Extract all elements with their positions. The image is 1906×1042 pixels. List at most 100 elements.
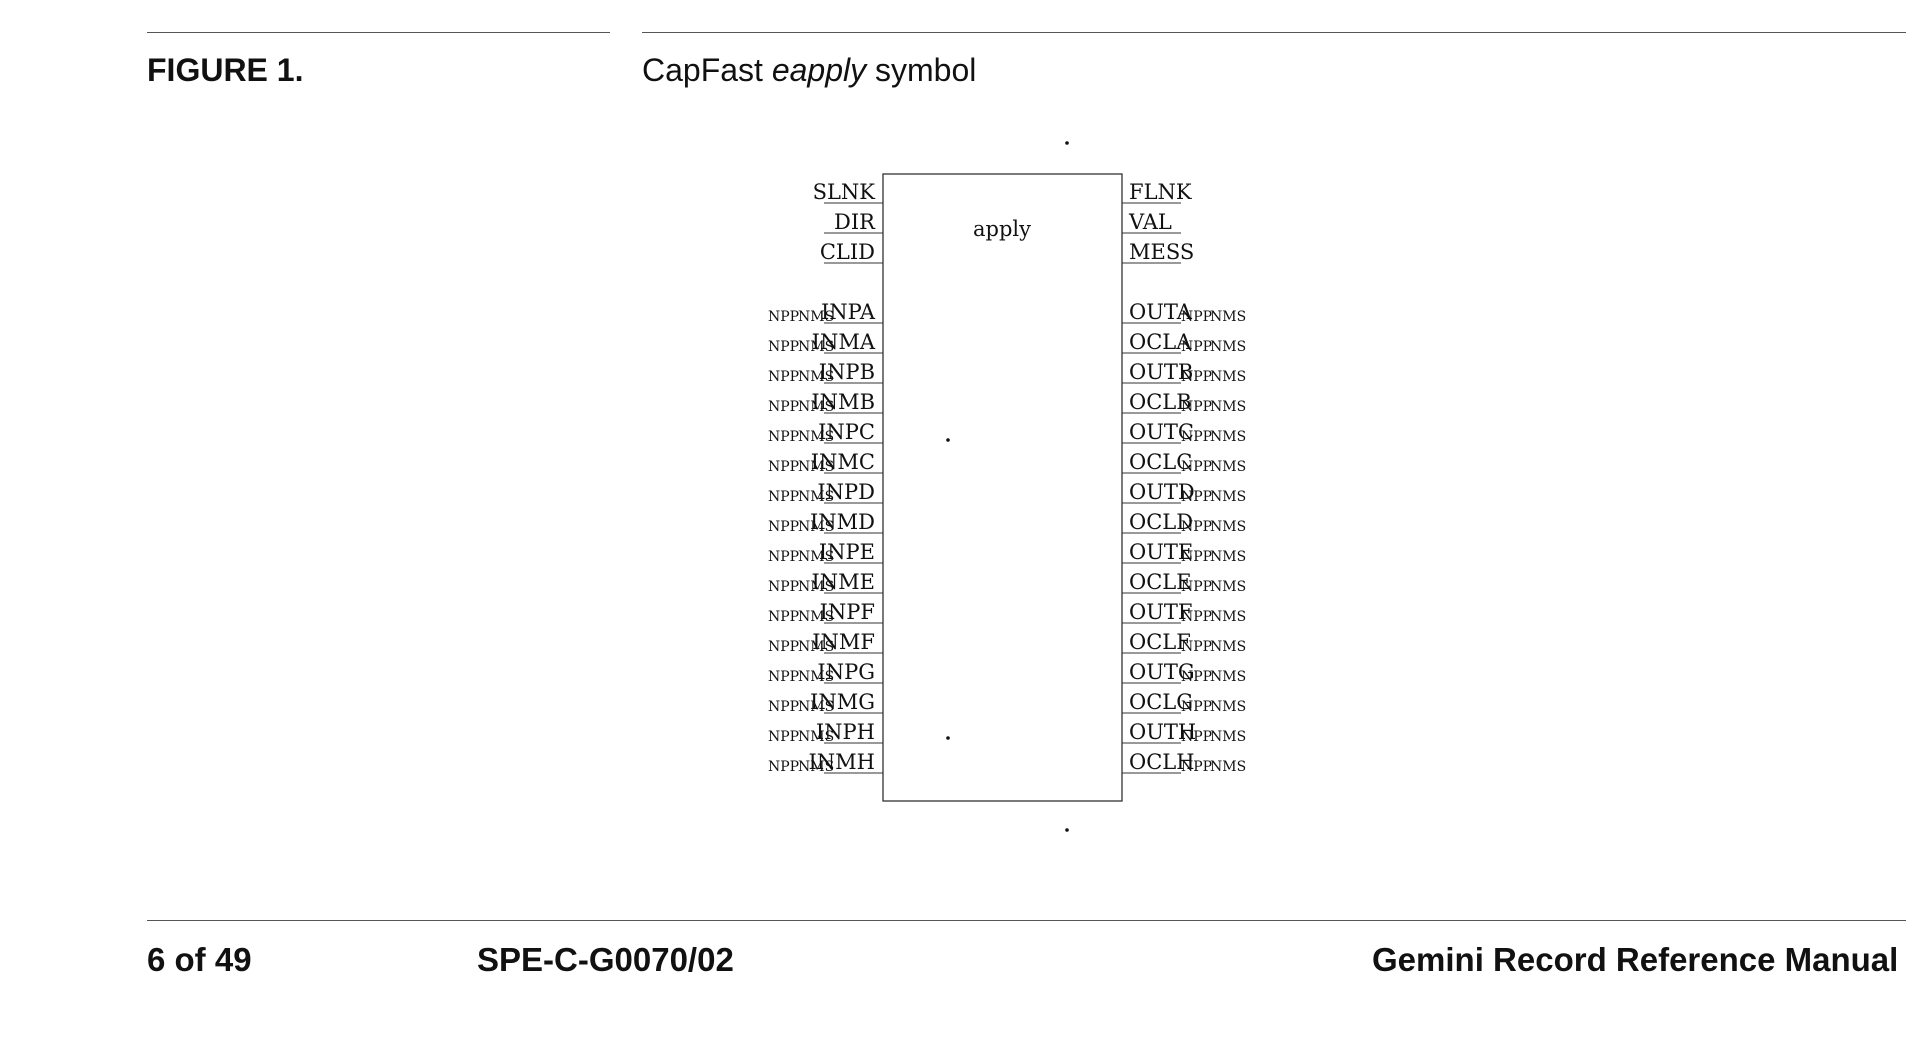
link-attr-nms: NMS xyxy=(1210,699,1246,715)
port-group: SLNKDIRCLIDFLNKVALMESSINPANPPNMSINMANPPN… xyxy=(768,180,1246,775)
link-attr-nms: NMS xyxy=(798,459,834,475)
link-attr-nms: NMS xyxy=(798,669,834,685)
caption-emphasis: eapply xyxy=(771,52,867,88)
symbol-name: apply xyxy=(973,217,1031,241)
manual-title: Gemini Record Reference Manual xyxy=(1372,941,1899,978)
port-label-inme: INME xyxy=(811,570,875,594)
link-attr-npp: NPP xyxy=(1181,609,1212,625)
port-label-outa: OUTA xyxy=(1129,300,1193,324)
link-attr-nms: NMS xyxy=(1210,339,1246,355)
document-id: SPE-C-G0070/02 xyxy=(477,941,734,978)
port-label-inpg: INPG xyxy=(817,660,875,684)
link-attr-nms: NMS xyxy=(798,339,834,355)
port-label-val: VAL xyxy=(1128,210,1172,234)
link-attr-npp: NPP xyxy=(768,519,799,535)
link-attr-nms: NMS xyxy=(1210,309,1246,325)
link-attr-nms: NMS xyxy=(798,729,834,745)
link-attr-nms: NMS xyxy=(1210,609,1246,625)
link-attr-npp: NPP xyxy=(1181,519,1212,535)
link-attr-nms: NMS xyxy=(1210,489,1246,505)
link-attr-nms: NMS xyxy=(798,309,834,325)
link-attr-nms: NMS xyxy=(798,429,834,445)
link-attr-npp: NPP xyxy=(768,399,799,415)
link-attr-nms: NMS xyxy=(1210,519,1246,535)
link-attr-npp: NPP xyxy=(1181,699,1212,715)
link-attr-nms: NMS xyxy=(798,609,834,625)
link-attr-npp: NPP xyxy=(768,339,799,355)
port-label-inmc: INMC xyxy=(811,450,875,474)
port-label-outh: OUTH xyxy=(1129,720,1196,744)
port-label-outg: OUTG xyxy=(1129,660,1195,684)
link-attr-npp: NPP xyxy=(768,549,799,565)
anchor-dot xyxy=(946,736,950,740)
port-label-oclb: OCLB xyxy=(1129,390,1192,414)
link-attr-npp: NPP xyxy=(1181,639,1212,655)
port-label-inma: INMA xyxy=(812,330,876,354)
port-label-oclc: OCLC xyxy=(1129,450,1192,474)
link-attr-nms: NMS xyxy=(798,579,834,595)
port-label-inmd: INMD xyxy=(810,510,875,534)
port-label-ocld: OCLD xyxy=(1129,510,1193,534)
port-label-oclf: OCLF xyxy=(1129,630,1191,654)
port-label-ocla: OCLA xyxy=(1129,330,1192,354)
port-label-flnk: FLNK xyxy=(1129,180,1192,204)
link-attr-nms: NMS xyxy=(798,699,834,715)
link-attr-nms: NMS xyxy=(798,549,834,565)
port-label-ocle: OCLE xyxy=(1129,570,1192,594)
port-label-dir: DIR xyxy=(834,210,876,234)
port-label-inmf: INMF xyxy=(812,630,875,654)
anchor-dot xyxy=(1065,141,1069,145)
port-label-inpc: INPC xyxy=(818,420,875,444)
port-label-outf: OUTF xyxy=(1129,600,1193,624)
link-attr-nms: NMS xyxy=(1210,549,1246,565)
port-label-inmh: INMH xyxy=(809,750,876,774)
link-attr-npp: NPP xyxy=(768,309,799,325)
link-attr-nms: NMS xyxy=(1210,429,1246,445)
port-label-slnk: SLNK xyxy=(813,180,876,204)
link-attr-npp: NPP xyxy=(768,609,799,625)
port-label-inmb: INMB xyxy=(811,390,875,414)
link-attr-npp: NPP xyxy=(768,639,799,655)
link-attr-nms: NMS xyxy=(1210,669,1246,685)
link-attr-npp: NPP xyxy=(1181,429,1212,445)
link-attr-npp: NPP xyxy=(1181,579,1212,595)
figure-label: FIGURE 1. xyxy=(147,52,304,88)
port-label-clid: CLID xyxy=(820,240,875,264)
link-attr-npp: NPP xyxy=(1181,339,1212,355)
link-attr-nms: NMS xyxy=(798,489,834,505)
port-label-inpa: INPA xyxy=(821,300,876,324)
link-attr-nms: NMS xyxy=(798,519,834,535)
link-attr-nms: NMS xyxy=(1210,759,1246,775)
link-attr-npp: NPP xyxy=(1181,549,1212,565)
link-attr-nms: NMS xyxy=(798,759,834,775)
link-attr-npp: NPP xyxy=(768,729,799,745)
link-attr-npp: NPP xyxy=(768,489,799,505)
link-attr-nms: NMS xyxy=(1210,579,1246,595)
port-label-oclg: OCLG xyxy=(1129,690,1193,714)
port-label-inpe: INPE xyxy=(819,540,875,564)
port-label-inmg: INMG xyxy=(810,690,875,714)
port-label-inpd: INPD xyxy=(817,480,875,504)
link-attr-npp: NPP xyxy=(768,459,799,475)
eapply-symbol-diagram: apply SLNKDIRCLIDFLNKVALMESSINPANPPNMSIN… xyxy=(768,141,1246,832)
port-label-oclh: OCLH xyxy=(1129,750,1195,774)
link-attr-nms: NMS xyxy=(1210,639,1246,655)
figure-caption: CapFast eapply symbol xyxy=(642,52,976,89)
link-attr-nms: NMS xyxy=(1210,399,1246,415)
link-attr-npp: NPP xyxy=(768,699,799,715)
link-attr-npp: NPP xyxy=(1181,759,1212,775)
page-number: 6 of 49 xyxy=(147,941,252,978)
port-label-outb: OUTB xyxy=(1129,360,1193,384)
link-attr-npp: NPP xyxy=(768,669,799,685)
link-attr-npp: NPP xyxy=(1181,489,1212,505)
link-attr-npp: NPP xyxy=(1181,669,1212,685)
header-rule-left xyxy=(147,32,610,33)
caption-prefix: CapFast xyxy=(642,52,772,88)
port-label-inpf: INPF xyxy=(820,600,875,624)
header-rule-right xyxy=(642,32,1906,33)
footer-rule xyxy=(147,920,1906,921)
link-attr-nms: NMS xyxy=(798,369,834,385)
anchor-dot xyxy=(1065,828,1069,832)
link-attr-npp: NPP xyxy=(1181,399,1212,415)
anchor-dot xyxy=(946,438,950,442)
